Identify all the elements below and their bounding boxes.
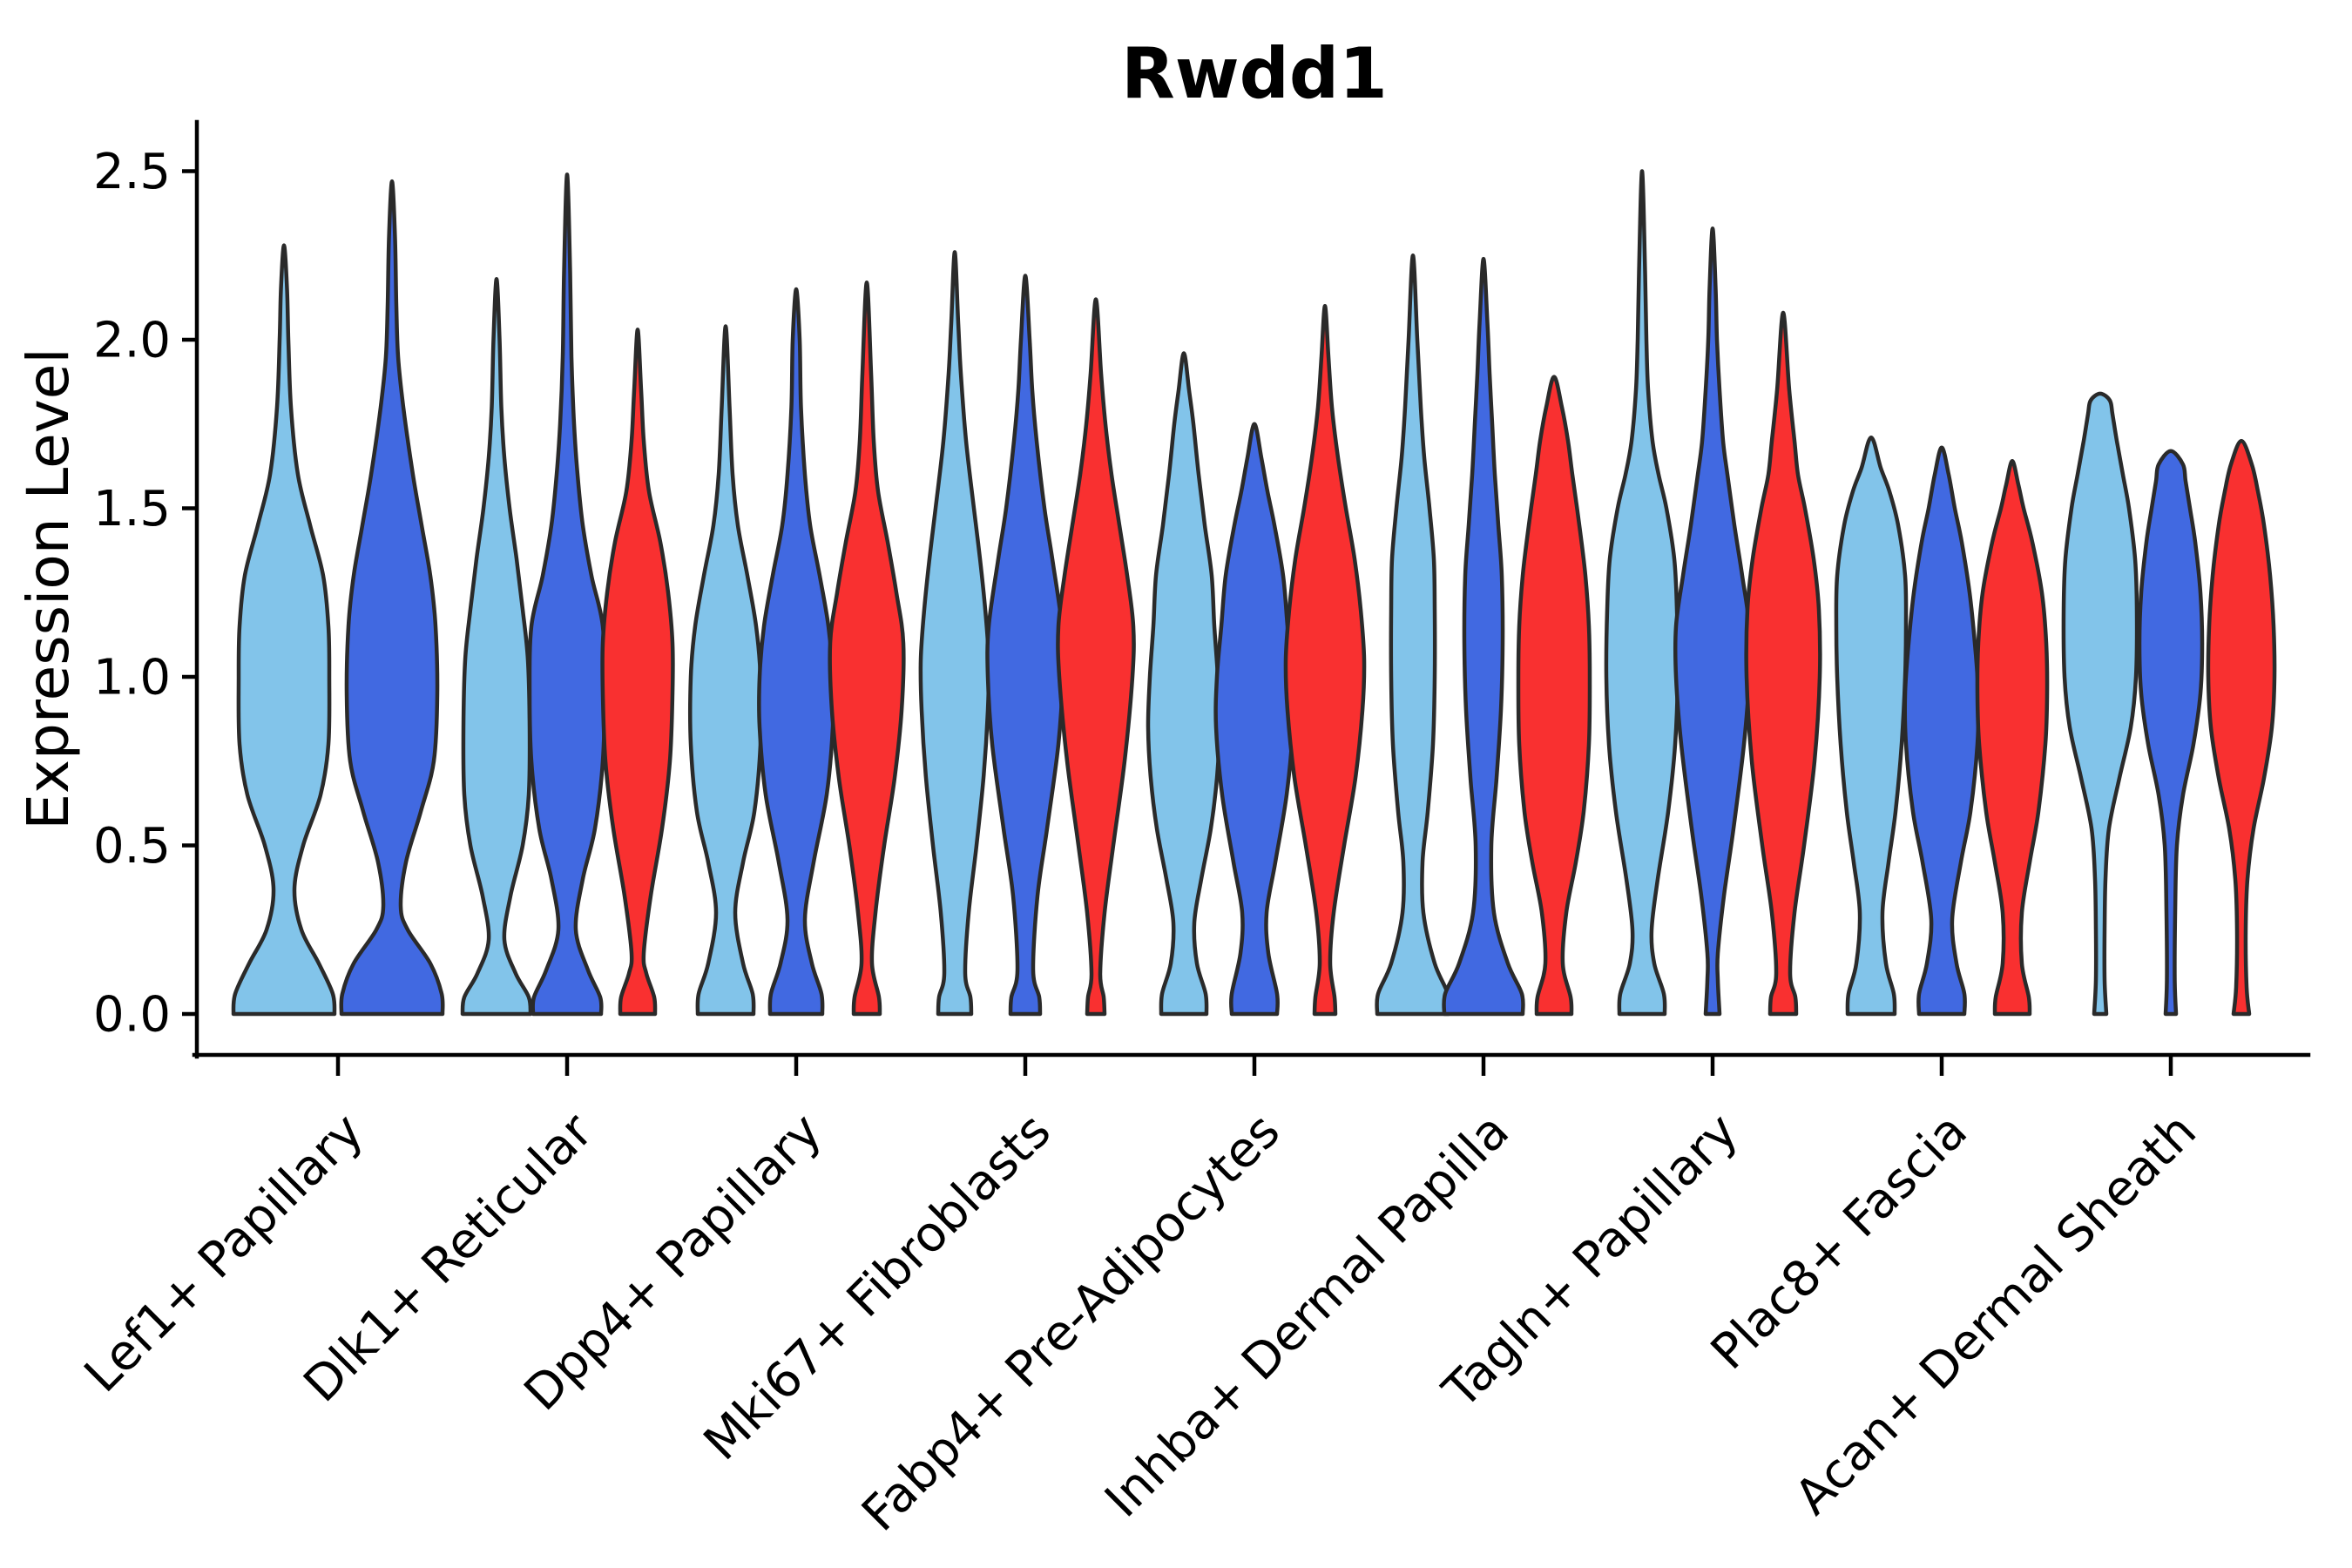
violins: [231, 169, 2277, 1017]
violin-tagln-papillary-red: [1744, 310, 1822, 1017]
violin-inhba-dermal-papilla-red: [1516, 375, 1592, 1017]
violin-tagln-papillary-light_blue: [1604, 169, 1680, 1017]
y-tick-label-1.0: 1.0: [93, 650, 171, 706]
y-tick-label-2.0: 2.0: [93, 313, 171, 369]
violin-dlk1-reticular-light_blue: [460, 277, 533, 1017]
violin-mki67-fibroblasts-red: [1056, 297, 1136, 1017]
violin-lef1-papillary-light_blue: [231, 243, 337, 1017]
violin-plac8-fascia-light_blue: [1834, 435, 1909, 1017]
violin-dpp4-papillary-dark_blue: [757, 287, 835, 1017]
y-tick-label-1.5: 1.5: [93, 481, 171, 537]
violin-dlk1-reticular-red: [600, 328, 675, 1017]
violin-inhba-dermal-papilla-light_blue: [1375, 253, 1451, 1017]
violin-acan-dermal-sheath-dark_blue: [2137, 449, 2205, 1017]
violin-fabp4-pre-adipocytes-red: [1283, 304, 1367, 1017]
violin-tagln-papillary-dark_blue: [1673, 226, 1753, 1017]
violin-acan-dermal-sheath-red: [2206, 438, 2277, 1017]
violin-plac8-fascia-red: [1975, 459, 2050, 1017]
x-tick-label-acan: Acan+ Dermal Sheath: [1784, 1103, 2207, 1526]
x-ticks: [335, 1055, 2173, 1076]
violin-lef1-papillary-dark_blue: [339, 179, 445, 1017]
chart-title: Rwdd1: [1121, 33, 1388, 114]
x-tick-label-inhba: Inhba+ Dermal Papilla: [1094, 1103, 1520, 1529]
violin-dpp4-papillary-light_blue: [687, 324, 764, 1017]
violin-mki67-fibroblasts-light_blue: [918, 250, 991, 1017]
violin-dpp4-papillary-red: [828, 280, 906, 1017]
violin-plac8-fascia-dark_blue: [1903, 445, 1981, 1017]
violin-fabp4-pre-adipocytes-dark_blue: [1213, 422, 1295, 1017]
x-tick-labels: Lef1+ Papillary Dlk1+ Reticular Dpp4+ Pa…: [74, 1102, 2207, 1542]
violin-acan-dermal-sheath-light_blue: [2061, 391, 2139, 1017]
y-tick-label-2.5: 2.5: [93, 144, 171, 200]
y-tick-label-0.5: 0.5: [93, 818, 171, 875]
y-tick-labels: 0.0 0.5 1.0 1.5 2.0 2.5: [93, 144, 171, 1044]
y-tick-label-0.0: 0.0: [93, 987, 171, 1044]
violin-mki67-fibroblasts-dark_blue: [985, 274, 1065, 1017]
x-tick-label-fabp4: Fabp4+ Pre-Adipocytes: [851, 1103, 1291, 1543]
violin-inhba-dermal-papilla-dark_blue: [1442, 256, 1525, 1017]
y-ticks: [182, 169, 197, 1017]
violin-dlk1-reticular-dark_blue: [527, 172, 607, 1017]
y-axis-label: Expression Level: [15, 348, 82, 829]
violin-fabp4-pre-adipocytes-light_blue: [1146, 351, 1222, 1017]
